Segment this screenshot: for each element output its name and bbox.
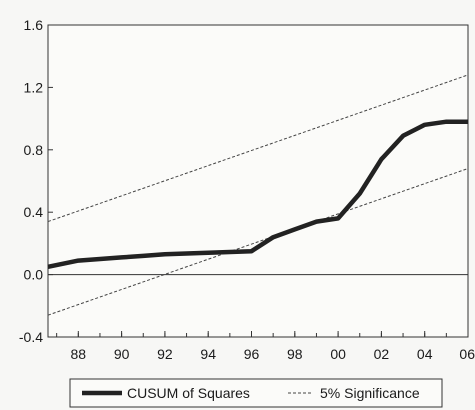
y-tick-label: 0.0 xyxy=(24,267,44,283)
significance-lower-line xyxy=(47,168,469,316)
x-tick-label: 00 xyxy=(330,346,346,362)
plot-frame xyxy=(47,24,469,338)
significance-upper-line xyxy=(47,74,469,223)
y-tick-label: 1.2 xyxy=(24,79,44,95)
legend-cusum-label: CUSUM of Squares xyxy=(127,385,250,401)
legend-box xyxy=(69,378,443,408)
x-tick-label: 96 xyxy=(244,346,260,362)
x-tick-label: 06 xyxy=(459,346,475,362)
x-axis: 88 90 92 94 96 98 00 02 04 06 xyxy=(56,331,475,362)
legend-significance-label: 5% Significance xyxy=(320,385,420,401)
x-tick-label: 02 xyxy=(374,346,390,362)
x-tick-label: 88 xyxy=(71,346,87,362)
x-tick-label: 98 xyxy=(287,346,303,362)
x-tick-label: 94 xyxy=(200,346,216,362)
y-tick-label: -0.4 xyxy=(19,329,43,345)
x-tick-label: 92 xyxy=(157,346,173,362)
y-tick-label: 1.6 xyxy=(24,17,44,33)
plot-area xyxy=(47,24,469,338)
y-axis: -0.4 0.0 0.4 0.8 1.2 1.6 xyxy=(19,17,53,345)
y-tick-label: 0.8 xyxy=(24,142,44,158)
legend: CUSUM of Squares 5% Significance xyxy=(69,378,443,408)
y-tick-label: 0.4 xyxy=(24,204,44,220)
x-tick-label: 04 xyxy=(417,346,433,362)
cusum-of-squares-line xyxy=(47,119,468,270)
x-tick-label: 90 xyxy=(114,346,130,362)
